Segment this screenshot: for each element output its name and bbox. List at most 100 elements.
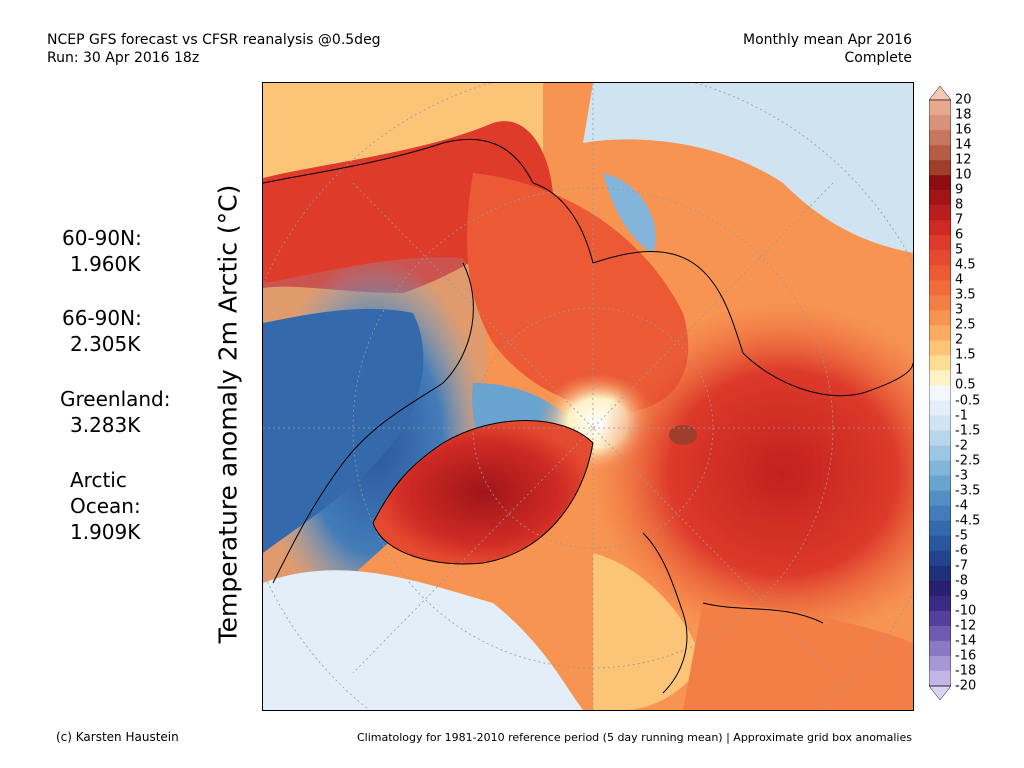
anomaly-map — [262, 82, 914, 711]
colorbar-swatch — [929, 385, 951, 401]
siberia-warm-region — [593, 303, 913, 643]
colorbar-tick-label: 10 — [955, 167, 972, 183]
colorbar-tick-label: 3 — [955, 302, 964, 318]
colorbar-tick-label: 1.5 — [955, 347, 976, 363]
colorbar-tick-label: -4 — [955, 498, 968, 514]
colorbar-tick-label: -6 — [955, 543, 968, 559]
colorbar-tick-label: -10 — [955, 603, 977, 619]
colorbar-tick-label: -0.5 — [955, 393, 981, 408]
period-title: Monthly mean Apr 2016 — [743, 32, 912, 48]
stat-label: 60-90N: — [62, 226, 142, 250]
stat-arctic-ocean: Arctic Ocean: 1.909K — [70, 467, 141, 545]
colorbar-tick-label: -3.5 — [955, 483, 981, 499]
colorbar-swatch — [929, 475, 951, 491]
central-warm-region — [467, 173, 689, 413]
colorbar-tick-label: -18 — [955, 663, 977, 679]
colorbar-tick-label: -2 — [955, 438, 968, 454]
colorbar-swatch — [929, 280, 951, 296]
colorbar-swatch — [929, 580, 951, 597]
colorbar-swatch — [929, 340, 951, 356]
colorbar-swatch — [929, 160, 951, 176]
colorbar-top-arrow — [929, 86, 951, 101]
colorbar-tick-label: -12 — [955, 618, 977, 634]
colorbar-swatch — [929, 175, 951, 191]
colorbar-swatch — [929, 445, 951, 461]
colorbar-tick-label: 3.5 — [955, 287, 976, 303]
colorbar-swatches — [929, 86, 951, 700]
colorbar-tick-label: 2 — [955, 332, 964, 348]
colorbar-tick-label: -1.5 — [955, 423, 981, 439]
stat-value: 2.305K — [70, 332, 141, 356]
colorbar-swatch — [929, 235, 951, 251]
copyright: (c) Karsten Haustein — [56, 730, 179, 744]
greenland-warm-region — [373, 420, 593, 564]
colorbar — [929, 86, 951, 700]
colorbar-tick-label: -7 — [955, 558, 968, 574]
colorbar-swatch — [929, 325, 951, 341]
colorbar-tick-label: 12 — [955, 152, 972, 168]
colorbar-swatch — [929, 190, 951, 206]
east-asia-cold-core — [603, 173, 656, 253]
header-left: NCEP GFS forecast vs CFSR reanalysis @0.… — [47, 31, 381, 67]
colorbar-tick-label: -1 — [955, 408, 968, 424]
colorbar-tick-label: -16 — [955, 648, 977, 664]
colorbar-tick-label: 7 — [955, 212, 964, 228]
colorbar-tick-label: 5 — [955, 242, 964, 258]
colorbar-swatch — [929, 400, 951, 416]
stat-value: 3.283K — [70, 413, 141, 437]
east-asia-cold-region — [583, 83, 913, 253]
header-right: Monthly mean Apr 2016 Complete — [743, 31, 912, 67]
colorbar-frame — [929, 99, 951, 687]
canada-cold-core — [263, 308, 424, 553]
stat-value: 1.909K — [70, 520, 141, 544]
stat-60-90n: 60-90N: 1.960K — [62, 225, 142, 277]
colorbar-labels: 20 18 16 14 12 10 9 8 7 6 5 4.5 4 3.5 3 2.5 2 1.5 1 0.5 -0.5… — [955, 0, 1024, 768]
colorbar-swatch — [929, 640, 951, 657]
colorbar-swatch — [929, 415, 951, 431]
colorbar-tick-label: 9 — [955, 182, 964, 198]
colorbar-tick-label: 2.5 — [955, 317, 976, 333]
colorbar-tick-label: 20 — [955, 92, 972, 108]
colorbar-tick-label: 4.5 — [955, 257, 976, 273]
colorbar-tick-label: -3 — [955, 468, 968, 484]
colorbar-tick-label: -9 — [955, 588, 968, 604]
stat-label: 66-90N: — [62, 306, 142, 330]
atlantic-neutral-region — [263, 570, 583, 710]
colorbar-swatch — [929, 595, 951, 612]
colorbar-swatch — [929, 265, 951, 281]
colorbar-tick-label: 0.5 — [955, 377, 976, 393]
colorbar-swatch — [929, 505, 951, 522]
stat-label: Arctic — [70, 468, 127, 492]
taymyr-anomaly — [669, 425, 697, 445]
colorbar-swatch — [929, 535, 951, 552]
colorbar-swatch — [929, 670, 951, 687]
stat-66-90n: 66-90N: 2.305K — [62, 305, 142, 357]
stat-label: Greenland: — [60, 387, 171, 411]
colorbar-tick-label: 14 — [955, 137, 972, 153]
colorbar-tick-label: 1 — [955, 362, 964, 378]
colorbar-swatch — [929, 310, 951, 326]
colorbar-swatch — [929, 460, 951, 476]
vertical-axis-label: Temperature anomaly 2m Arctic (°C) — [213, 184, 243, 644]
colorbar-swatch — [929, 145, 951, 161]
colorbar-tick-label: 4 — [955, 272, 964, 288]
colorbar-swatch — [929, 130, 951, 146]
colorbar-tick-label: -8 — [955, 573, 968, 589]
stat-greenland: Greenland: 3.283K — [60, 386, 171, 438]
colorbar-swatch — [929, 520, 951, 537]
graticule — [263, 83, 913, 710]
colorbar-tick-label: 6 — [955, 227, 964, 243]
colorbar-tick-label: -5 — [955, 528, 968, 544]
stat-label: Ocean: — [70, 494, 141, 518]
climatology-note: Climatology for 1981-2010 reference peri… — [356, 731, 912, 744]
colorbar-swatch — [929, 565, 951, 582]
run-info: Run: 30 Apr 2016 18z — [47, 50, 200, 66]
colorbar-swatch — [929, 295, 951, 311]
colorbar-swatch — [929, 115, 951, 131]
colorbar-swatch — [929, 610, 951, 627]
completion-status: Complete — [844, 50, 912, 66]
colorbar-tick-label: 18 — [955, 107, 972, 123]
colorbar-swatch — [929, 430, 951, 446]
colorbar-tick-label: -2.5 — [955, 453, 981, 469]
colorbar-swatch — [929, 655, 951, 672]
